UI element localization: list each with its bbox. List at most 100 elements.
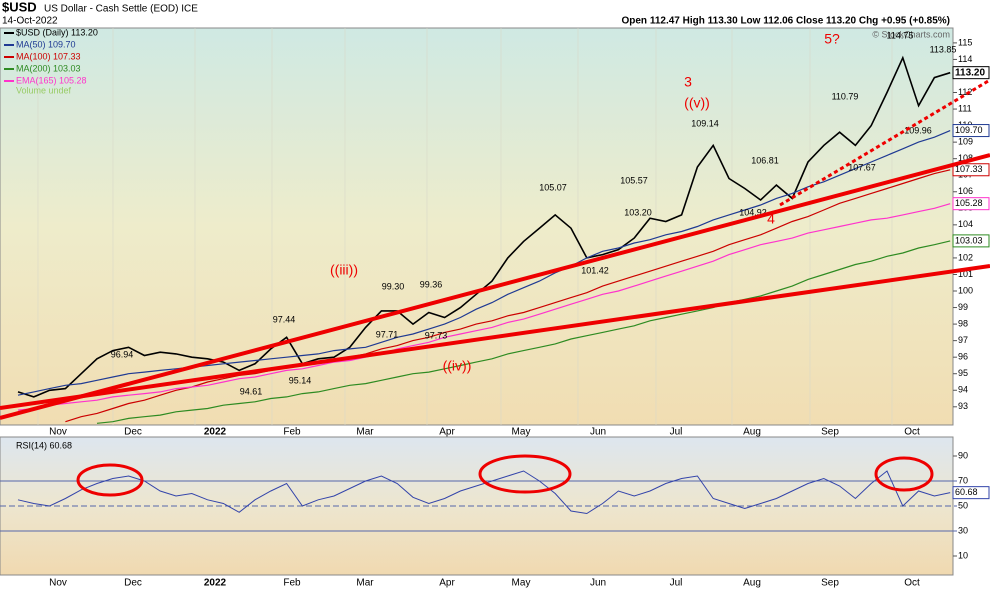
wave-label: ((v)) [684, 95, 710, 111]
series-line [17, 203, 951, 411]
y-tick-label: 112 [958, 87, 972, 97]
series-line [65, 169, 951, 423]
wave-label: 5? [824, 31, 840, 47]
price-annotation: 113.85 [930, 44, 957, 54]
price-annotation: 95.14 [289, 375, 312, 385]
price-annotation: 104.92 [739, 207, 767, 217]
x-tick-label: Sep [821, 578, 839, 589]
price-annotation: 109.96 [904, 125, 932, 135]
y-tick-label: 114 [958, 54, 972, 64]
y-tick-label: 97 [958, 335, 968, 345]
y-tick-label: 50 [958, 500, 968, 510]
y-tick-label: 101 [958, 269, 973, 279]
x-tick-label: Aug [743, 578, 761, 589]
series-line [96, 240, 951, 424]
price-annotation: 105.57 [620, 175, 648, 185]
x-tick-label: May [512, 427, 531, 438]
x-tick-label: Feb [283, 578, 301, 589]
end-tag-box [952, 66, 990, 80]
legend-entry: EMA(165) 105.28 [16, 75, 87, 85]
x-tick-label: Aug [743, 427, 761, 438]
legend-entry: MA(100) 107.33 [16, 51, 81, 61]
price-annotation: 105.07 [539, 182, 567, 192]
highlight-ellipse [76, 463, 144, 497]
price-panel [0, 27, 954, 426]
price-annotation: 109.14 [691, 118, 719, 128]
chart-subtitle: US Dollar - Cash Settle (EOD) ICE [44, 4, 198, 15]
price-annotation: 101.42 [581, 265, 609, 275]
y-tick-label: 102 [958, 252, 973, 262]
legend-entry: Volume undef [16, 85, 72, 95]
price-annotation: 97.71 [376, 329, 399, 339]
y-tick-label: 96 [958, 352, 968, 362]
end-tag: 103.03 [955, 235, 983, 245]
y-tick-label: 104 [958, 219, 973, 229]
wave-label: ((iii)) [330, 262, 358, 278]
y-tick-label: 94 [958, 385, 968, 395]
dotted-trend-line [779, 78, 990, 207]
legend-entry: MA(200) 103.03 [16, 63, 81, 73]
x-tick-label: Dec [124, 578, 142, 589]
x-tick-label: Apr [439, 427, 455, 438]
highlight-ellipse [478, 454, 572, 494]
x-tick-label: Nov [49, 427, 67, 438]
y-tick-label: 108 [958, 153, 973, 163]
end-tag: 105.28 [955, 198, 983, 208]
wave-label: 3 [684, 74, 692, 90]
price-annotation: 110.79 [832, 91, 859, 101]
price-annotation: 106.81 [751, 155, 779, 165]
rsi-legend: RSI(14) 60.68 [16, 440, 72, 450]
x-tick-label: Dec [124, 427, 142, 438]
y-tick-label: 30 [958, 525, 968, 535]
trend-line [0, 264, 990, 410]
legend-entry: $USD (Daily) 113.20 [16, 27, 98, 37]
x-tick-label: 2022 [204, 427, 227, 438]
x-tick-label: Oct [904, 578, 920, 589]
x-tick-label: Jul [670, 578, 683, 589]
x-tick-label: 2022 [204, 578, 227, 589]
price-annotation: 114.75 [887, 30, 914, 40]
y-tick-label: 115 [958, 37, 972, 47]
x-tick-label: Jun [590, 578, 606, 589]
x-tick-label: Feb [283, 427, 301, 438]
y-tick-label: 100 [958, 285, 973, 295]
y-tick-label: 10 [958, 550, 968, 560]
price-annotation: 99.36 [420, 279, 443, 289]
x-tick-label: Jun [590, 427, 606, 438]
legend-entry: MA(50) 109.70 [16, 39, 76, 49]
credit: © StockCharts.com [872, 29, 950, 39]
x-tick-label: Sep [821, 427, 839, 438]
y-tick-label: 111 [958, 103, 972, 113]
price-annotation: 97.44 [273, 314, 296, 324]
price-annotation: 94.61 [240, 386, 263, 396]
date: 14-Oct-2022 [2, 16, 58, 27]
x-tick-label: Mar [356, 427, 374, 438]
price-annotation: 96.94 [111, 349, 134, 359]
price-annotation: 107.67 [848, 162, 876, 172]
price-annotation: 97.73 [425, 330, 448, 340]
x-tick-label: Jul [670, 427, 683, 438]
end-tag: 60.68 [955, 487, 978, 497]
end-tag-box [952, 163, 990, 177]
y-tick-label: 106 [958, 186, 973, 196]
wave-label: 4 [767, 211, 775, 227]
y-tick-label: 99 [958, 302, 968, 312]
y-tick-label: 98 [958, 318, 968, 328]
chart-title: $USD [2, 0, 37, 14]
x-tick-label: Mar [356, 578, 374, 589]
series-line [17, 130, 951, 396]
end-tag: 107.33 [955, 164, 983, 174]
wave-label: ((iv)) [443, 358, 472, 374]
ohlc: Open 112.47 High 113.30 Low 112.06 Close… [621, 16, 950, 27]
y-tick-label: 93 [958, 401, 968, 411]
end-tag-box [952, 234, 990, 248]
trend-line [0, 153, 990, 420]
price-annotation: 99.30 [382, 281, 405, 291]
x-tick-label: Oct [904, 427, 920, 438]
overlay [0, 78, 990, 497]
x-tick-label: Apr [439, 578, 455, 589]
y-tick-label: 109 [958, 137, 973, 147]
end-tag-box [952, 197, 990, 211]
y-tick-label: 95 [958, 368, 968, 378]
